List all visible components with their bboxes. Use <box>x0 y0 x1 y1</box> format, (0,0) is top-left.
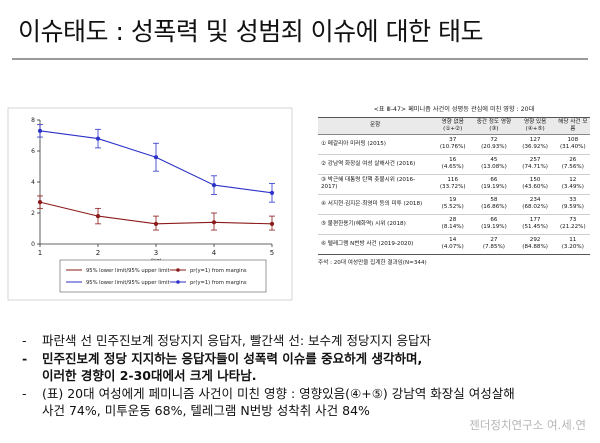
data-point <box>269 190 275 195</box>
data-point <box>153 155 159 160</box>
table-cell: 14 (4.07%) <box>432 234 474 255</box>
table-cell: 12 (3.49%) <box>555 174 590 195</box>
data-point <box>95 136 101 141</box>
bullet-text: (표) 20대 여성에게 페미니즘 사건이 미친 영향 : 영향있음(④+⑤) … <box>42 385 515 401</box>
table-cell-issue: ⑥ 텔레그램 N번방 사건 (2019-2020) <box>318 234 433 255</box>
y-tick-label: 4 <box>31 179 35 186</box>
y-tick-label: 6 <box>31 148 35 155</box>
table-cell: 66 (19.19%) <box>473 174 515 195</box>
table-row: ④ 서지현·김지은·최영미 등의 미투 (2018) 19 (5.52%) 58 (… <box>318 194 590 215</box>
table-note: 주석 : 20대 여성만을 집계한 결과임(N=344) <box>318 259 427 266</box>
legend-box <box>59 259 267 293</box>
bullet-text: 이러한 경향이 2-30대에서 크게 나타남. <box>42 368 257 383</box>
data-point <box>37 200 43 205</box>
y-tick-label: 0 <box>31 241 35 248</box>
table-row: ⑤ 불편한용기(혜화역) 시위 (2018) 28 (8.14%) 66 (19.1… <box>318 214 590 235</box>
line-chart: 0246812345연령95% lower limit/95% upper li… <box>7 107 293 301</box>
table-cell: 73 (21.22%) <box>555 214 590 235</box>
table-cell: 37 (10.76%) <box>432 134 474 155</box>
bullet-item: 사건 74%, 미투운동 68%, 텔레그램 N번방 성착취 사건 84% <box>22 402 582 420</box>
data-point <box>211 220 217 225</box>
impact-table: 문항 영향 없음 (①+②) 중간 정도 영향(③) 영향 있음 (④+⑤) 해당 사건… <box>318 117 590 255</box>
bullet-text: 파란색 선 민주진보계 정당지지 응답자, 빨간색 선: 보수계 정당지지 응답… <box>42 333 431 348</box>
table-cell: 45 (13.08%) <box>473 154 515 175</box>
data-point <box>37 128 43 133</box>
x-tick-label: 3 <box>154 249 158 257</box>
table-cell: 26 (7.56%) <box>555 154 590 175</box>
table-cell-issue: ① 메갈리아 미러링 (2015) <box>318 134 433 155</box>
table-header-cell: 영향 없음 (①+②) <box>432 117 474 135</box>
legend-marker <box>176 268 180 272</box>
legend-marker <box>176 280 180 284</box>
bullet-dash: - <box>22 350 28 366</box>
bullet-dash <box>22 367 42 385</box>
y-tick-label: 2 <box>31 210 35 217</box>
x-tick-label: 4 <box>212 249 217 257</box>
table-cell: 66 (19.19%) <box>473 214 515 235</box>
legend-label: 95% lower limit/95% upper limit <box>86 280 170 286</box>
y-tick-label: 8 <box>31 117 35 124</box>
bullet-text: 민주진보계 정당 지지하는 응답자들이 성폭력 이슈를 중요하게 생각하며, <box>42 350 423 366</box>
table-row: ② 강남역 화장실 여성 살해사건 (2016) 16 (4.65%) 45 (13… <box>318 154 590 175</box>
impact-table-section: <표 Ⅲ-47> 페미니즘 사건이 성평등 관심에 미친 영향 : 20대 문항… <box>318 104 590 266</box>
table-cell: 58 (16.86%) <box>473 194 515 215</box>
bullet-item: - 민주진보계 정당 지지하는 응답자들이 성폭력 이슈를 중요하게 생각하며, <box>22 350 582 368</box>
bullet-item: 이러한 경향이 2-30대에서 크게 나타남. <box>22 367 582 385</box>
table-cell-issue: ③ 박근혜 대통령 탄핵 촛불시위 (2016-2017) <box>318 174 433 195</box>
table-row: ③ 박근혜 대통령 탄핵 촛불시위 (2016-2017) 116 (33.72%… <box>318 174 590 195</box>
table-cell: 234 (68.02%) <box>514 194 556 215</box>
bullet-list: - 파란색 선 민주진보계 정당지지 응답자, 빨간색 선: 보수계 정당지지 응… <box>22 332 582 420</box>
organization-label: 젠더정치연구소 여.세.연 <box>469 418 586 432</box>
table-header-cell: 문항 <box>318 117 433 135</box>
table-header-cell: 영향 있음 (④+⑤) <box>514 117 556 135</box>
table-cell: 150 (43.60%) <box>514 174 556 195</box>
slide-title: 이슈태도 : 성폭력 및 성범죄 이슈에 대한 태도 <box>18 17 484 46</box>
table-cell: 27 (7.85%) <box>473 234 515 255</box>
bullet-item: - 파란색 선 민주진보계 정당지지 응답자, 빨간색 선: 보수계 정당지지 응… <box>22 332 582 350</box>
x-tick-label: 5 <box>270 249 274 257</box>
bullet-text: 사건 74%, 미투운동 68%, 텔레그램 N번방 성착취 사건 84% <box>42 403 370 418</box>
table-header-cell: 해당 사건 모름 <box>555 117 590 135</box>
x-tick-label: 1 <box>38 249 42 257</box>
table-cell: 16 (4.65%) <box>432 154 474 175</box>
table-header-cell: 중간 정도 영향(③) <box>473 117 515 135</box>
data-point <box>153 221 159 226</box>
table-cell: 28 (8.14%) <box>432 214 474 235</box>
table-cell: 177 (51.45%) <box>514 214 556 235</box>
data-point <box>211 183 217 188</box>
table-cell: 257 (74.71%) <box>514 154 556 175</box>
table-cell: 116 (33.72%) <box>432 174 474 195</box>
data-point <box>269 221 275 226</box>
bullet-dash: - <box>22 333 27 348</box>
table-row: ① 메갈리아 미러링 (2015) 37 (10.76%) 72 (20.93%) 1… <box>318 134 590 155</box>
data-point <box>95 214 101 219</box>
table-cell: 11 (3.20%) <box>555 234 590 255</box>
bullet-dash: - <box>22 385 27 401</box>
bullet-item: - (표) 20대 여성에게 페미니즘 사건이 미친 영향 : 영향있음(④+⑤)… <box>22 385 582 403</box>
table-cell-issue: ④ 서지현·김지은·최영미 등의 미투 (2018) <box>318 194 433 215</box>
table-cell-issue: ⑤ 불편한용기(혜화역) 시위 (2018) <box>318 214 433 235</box>
table-cell: 72 (20.93%) <box>473 134 515 155</box>
bullet-dash <box>22 402 42 420</box>
table-row: ⑥ 텔레그램 N번방 사건 (2019-2020) 14 (4.07%) 27 (7… <box>318 234 590 255</box>
table-cell: 108 (31.40%) <box>555 134 590 155</box>
legend-label: pr(y=1) from margins <box>190 268 247 274</box>
table-cell-issue: ② 강남역 화장실 여성 살해사건 (2016) <box>318 154 433 175</box>
table-cell: 127 (36.92%) <box>514 134 556 155</box>
table-header-row: 문항 영향 없음 (①+②) 중간 정도 영향(③) 영향 있음 (④+⑤) 해당 사건… <box>318 117 590 135</box>
title-divider <box>12 58 588 60</box>
table-cell: 33 (9.59%) <box>555 194 590 215</box>
table-cell: 19 (5.52%) <box>432 194 474 215</box>
table-cell: 292 (84.88%) <box>514 234 556 255</box>
table-caption: <표 Ⅲ-47> 페미니즘 사건이 성평등 관심에 미친 영향 : 20대 <box>373 106 535 113</box>
x-tick-label: 2 <box>96 249 100 257</box>
legend-label: pr(y=1) from margins <box>190 280 247 286</box>
legend-label: 95% lower limit/95% upper limit <box>86 268 170 274</box>
